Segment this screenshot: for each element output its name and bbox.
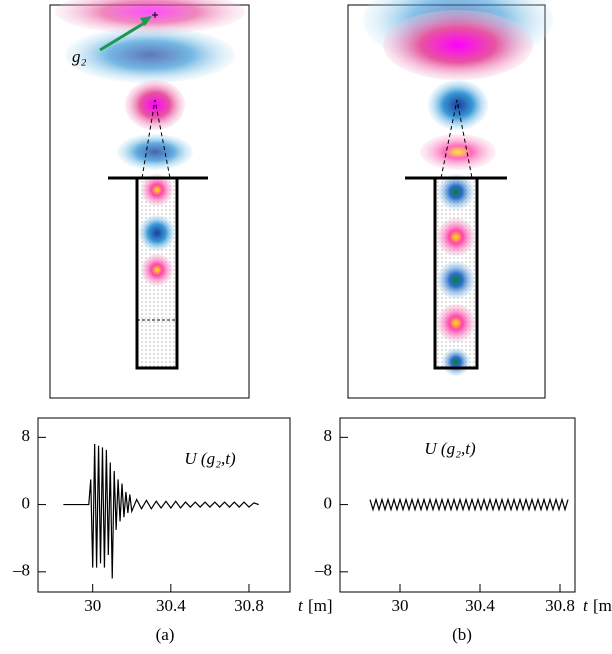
data-line bbox=[369, 497, 569, 512]
annotation: U (g₂,t) bbox=[184, 449, 236, 468]
y-tick-label: 8 bbox=[324, 426, 333, 445]
x-tick-label: 30.4 bbox=[156, 596, 186, 615]
x-axis-label: [m] bbox=[308, 596, 333, 615]
y-tick-label: 8 bbox=[22, 426, 31, 445]
x-tick-label: 30.8 bbox=[545, 596, 575, 615]
field-label: g₂ bbox=[72, 47, 87, 66]
y-tick-label: 0 bbox=[22, 493, 31, 512]
x-axis-label: t bbox=[583, 596, 589, 615]
data-line bbox=[63, 444, 259, 579]
x-tick-label: 30 bbox=[84, 596, 101, 615]
x-tick-label: 30.4 bbox=[465, 596, 495, 615]
field-panel-a: g₂ bbox=[49, 0, 250, 399]
x-tick-label: 30 bbox=[392, 596, 409, 615]
x-axis-label: t bbox=[298, 596, 304, 615]
annotation: U (g₂,t) bbox=[424, 439, 476, 458]
field-panel-b bbox=[347, 0, 553, 399]
x-tick-label: 30.8 bbox=[234, 596, 264, 615]
y-tick-label: 0 bbox=[324, 493, 333, 512]
y-tick-label: –8 bbox=[314, 561, 332, 580]
caption: (b) bbox=[452, 625, 472, 644]
y-tick-label: –8 bbox=[12, 561, 30, 580]
x-axis-label: [m] bbox=[593, 596, 612, 615]
caption: (a) bbox=[156, 625, 175, 644]
